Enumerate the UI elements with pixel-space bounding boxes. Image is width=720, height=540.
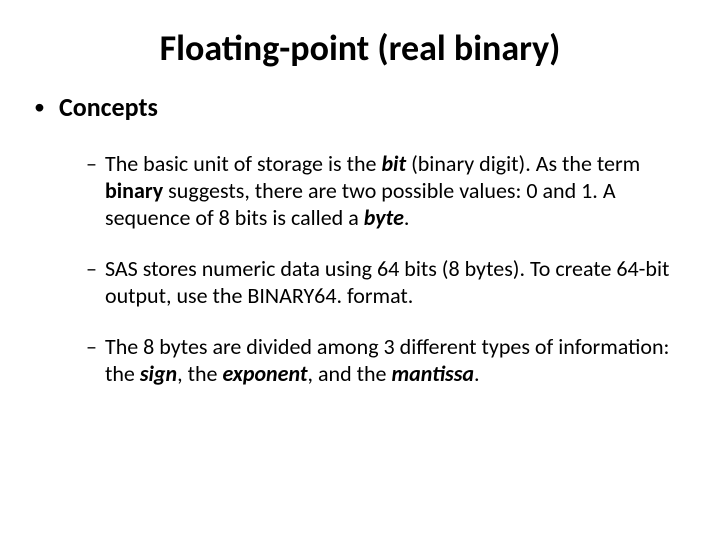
concepts-heading: • Concepts — [40, 92, 680, 122]
term-byte: byte — [364, 204, 404, 231]
text-run: The basic unit of storage is the — [105, 150, 381, 177]
slide: Floating-point (real binary) • Concepts … — [0, 0, 720, 540]
bullet-2-text: SAS stores numeric data using 64 bits (8… — [105, 255, 680, 309]
term-exponent: exponent — [222, 360, 307, 387]
text-run: . — [474, 360, 480, 387]
list-item: – The basic unit of storage is the bit (… — [86, 150, 680, 231]
list-item: – SAS stores numeric data using 64 bits … — [86, 255, 680, 309]
slide-title: Floating-point (real binary) — [40, 26, 680, 70]
list-item: – The 8 bytes are divided among 3 differ… — [86, 333, 680, 387]
bullet-1-text: The basic unit of storage is the bit (bi… — [105, 150, 680, 231]
term-sign: sign — [140, 360, 177, 387]
dash-icon: – — [86, 150, 97, 177]
text-run: suggests, there are two possible values:… — [105, 177, 616, 231]
dash-icon: – — [86, 255, 97, 282]
term-mantissa: mantissa — [391, 360, 474, 387]
bullet-3-text: The 8 bytes are divided among 3 differen… — [105, 333, 680, 387]
term-binary: binary — [105, 177, 163, 204]
text-run: (binary digit). As the term — [406, 150, 640, 177]
text-run: . — [404, 204, 410, 231]
bullet-icon: • — [34, 92, 45, 122]
text-run: , the — [177, 360, 222, 387]
dash-icon: – — [86, 333, 97, 360]
concepts-label: Concepts — [59, 92, 158, 122]
term-bit: bit — [381, 150, 406, 177]
text-run: , and the — [308, 360, 392, 387]
